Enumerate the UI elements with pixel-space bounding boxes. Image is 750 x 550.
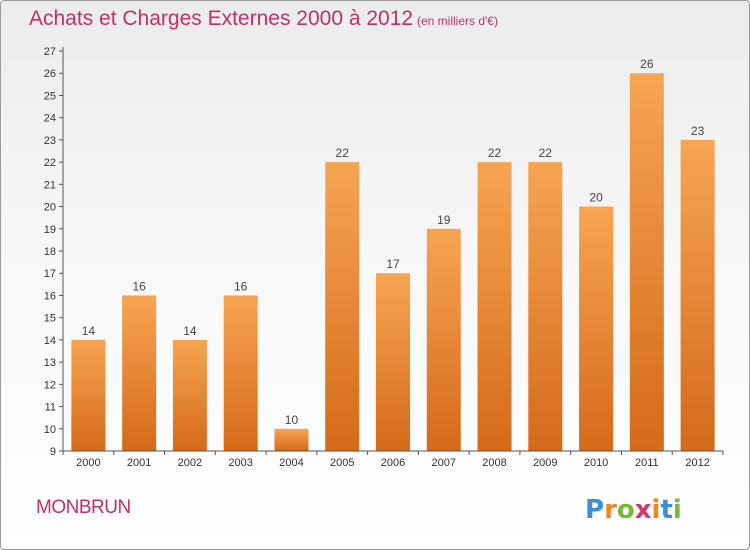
y-tick-label: 13 <box>44 357 56 369</box>
y-tick-label: 16 <box>44 290 56 302</box>
x-tick-label: 2001 <box>127 457 151 469</box>
bar <box>477 162 512 451</box>
bar <box>122 295 157 451</box>
bar <box>172 339 207 451</box>
y-tick-label: 23 <box>44 135 56 147</box>
proxiti-logo: Proxiti <box>585 495 682 525</box>
bar <box>223 295 258 451</box>
bar <box>71 339 106 451</box>
bar-value-label: 16 <box>234 279 248 293</box>
x-tick-label: 2004 <box>279 457 303 469</box>
bar <box>629 73 664 451</box>
x-tick-label: 2006 <box>381 457 405 469</box>
bar <box>325 162 360 451</box>
bar-value-label: 17 <box>386 257 400 271</box>
bar <box>579 206 614 451</box>
svg-text:Proxiti: Proxiti <box>585 495 682 525</box>
bar-value-label: 19 <box>437 213 451 227</box>
bar-value-label: 22 <box>488 146 502 160</box>
x-tick-label: 2005 <box>330 457 354 469</box>
bar-value-label: 22 <box>539 146 553 160</box>
y-tick-label: 10 <box>44 424 56 436</box>
bar <box>376 273 410 451</box>
bar-value-label: 10 <box>285 413 299 427</box>
y-tick-label: 22 <box>44 157 56 169</box>
x-tick-label: 2007 <box>432 457 456 469</box>
y-tick-label: 24 <box>44 113 56 125</box>
x-tick-label: 2012 <box>685 457 709 469</box>
x-tick-label: 2003 <box>228 457 252 469</box>
y-tick-label: 17 <box>44 268 56 280</box>
x-tick-label: 2010 <box>584 457 608 469</box>
y-tick-label: 27 <box>44 46 56 58</box>
chart-title: Achats et Charges Externes 2000 à 2012 <box>29 7 414 30</box>
y-tick-label: 9 <box>50 446 56 458</box>
y-tick-label: 11 <box>45 402 56 414</box>
bar <box>274 428 309 451</box>
bar <box>528 162 563 451</box>
bar-value-label: 14 <box>183 324 197 338</box>
bar <box>680 139 715 451</box>
y-tick-label: 18 <box>44 246 56 258</box>
bar-value-label: 14 <box>82 324 96 338</box>
bar <box>426 228 461 451</box>
y-tick-label: 25 <box>44 90 56 102</box>
bar-value-label: 16 <box>132 279 146 293</box>
chart-subtitle: (en milliers d'€) <box>417 14 498 28</box>
commune-name: MONBRUN <box>36 497 131 518</box>
bar-value-label: 26 <box>640 57 654 71</box>
bar-value-label: 23 <box>691 124 705 138</box>
x-tick-label: 2000 <box>76 457 100 469</box>
y-tick-label: 12 <box>44 379 56 391</box>
x-tick-label: 2009 <box>533 457 557 469</box>
y-tick-label: 20 <box>44 202 56 214</box>
y-tick-label: 26 <box>44 68 56 80</box>
y-tick-label: 21 <box>44 179 56 191</box>
x-tick-label: 2002 <box>178 457 202 469</box>
x-tick-label: 2008 <box>482 457 506 469</box>
x-tick-label: 2011 <box>635 457 659 469</box>
y-tick-label: 14 <box>44 335 56 347</box>
y-tick-label: 15 <box>44 313 56 325</box>
y-tick-label: 19 <box>44 224 56 236</box>
bar-value-label: 20 <box>589 191 603 205</box>
bar-value-label: 22 <box>336 146 350 160</box>
